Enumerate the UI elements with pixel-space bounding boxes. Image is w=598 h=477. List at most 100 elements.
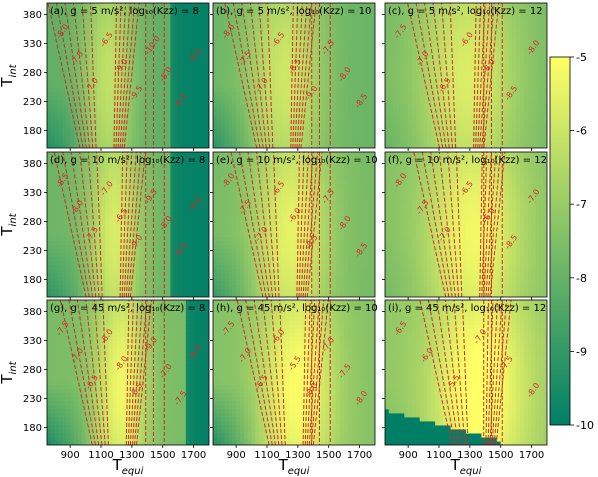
heatmap-cell <box>158 39 164 44</box>
heatmap-cell <box>301 79 307 85</box>
heatmap-cell <box>101 111 106 117</box>
heatmap-cell <box>112 99 118 105</box>
heatmap-cell <box>431 35 436 40</box>
heatmap-cell <box>201 3 206 8</box>
heatmap-cell <box>155 39 160 44</box>
heatmap-cell <box>267 127 272 133</box>
heatmap-cell <box>74 139 79 145</box>
heatmap-cell <box>189 31 195 36</box>
heatmap-cell <box>512 75 517 81</box>
heatmap-cell <box>419 7 425 12</box>
heatmap-cell <box>523 107 529 113</box>
heatmap-cell <box>282 23 287 28</box>
heatmap-cell <box>385 43 390 48</box>
heatmap-cell <box>263 111 268 117</box>
heatmap-cell <box>278 75 284 81</box>
heatmap-cell <box>178 91 183 97</box>
heatmap-cell <box>340 67 345 73</box>
heatmap-cell <box>392 87 398 93</box>
heatmap-cell <box>47 248 52 254</box>
heatmap-cell <box>539 11 544 16</box>
heatmap-cell <box>516 19 521 24</box>
heatmap-cell <box>286 11 291 16</box>
heatmap-cell <box>531 15 537 20</box>
heatmap-cell <box>89 143 94 148</box>
heatmap-cell <box>435 91 440 97</box>
heatmap-cell <box>367 19 372 24</box>
heatmap-cell <box>189 91 195 97</box>
heatmap-cell <box>240 27 245 32</box>
heatmap-cell <box>85 87 91 93</box>
heatmap-cell <box>535 31 540 36</box>
heatmap-cell <box>89 51 94 56</box>
heatmap-cell <box>301 103 307 109</box>
heatmap-cell <box>228 67 233 73</box>
heatmap-cell <box>523 15 529 20</box>
heatmap-cell <box>47 91 52 97</box>
heatmap-cell <box>155 51 160 56</box>
heatmap-cell <box>58 268 64 274</box>
heatmap-cell <box>282 111 287 117</box>
heatmap-cell <box>128 19 133 24</box>
heatmap-cell <box>70 164 75 169</box>
heatmap-cell <box>243 115 249 121</box>
heatmap-cell <box>508 3 513 8</box>
heatmap-cell <box>301 19 307 24</box>
heatmap-cell <box>50 292 56 297</box>
heatmap-cell <box>412 111 417 117</box>
heatmap-cell <box>205 135 209 141</box>
heatmap-cell <box>243 47 249 52</box>
heatmap-cell <box>282 39 287 44</box>
heatmap-cell <box>243 55 249 60</box>
heatmap-cell <box>520 123 525 129</box>
heatmap-cell <box>523 119 529 125</box>
heatmap-cell <box>359 7 365 12</box>
heatmap-cell <box>385 51 390 56</box>
heatmap-cell <box>66 192 71 197</box>
heatmap-cell <box>112 47 118 52</box>
heatmap-cell <box>50 164 56 169</box>
heatmap-cell <box>324 43 330 48</box>
heatmap-cell <box>259 119 264 125</box>
heatmap-cell <box>205 31 209 36</box>
heatmap-cell <box>47 168 52 173</box>
heatmap-cell <box>535 83 540 89</box>
heatmap-cell <box>267 139 272 145</box>
heatmap-cell <box>516 83 521 89</box>
heatmap-cell <box>415 63 421 69</box>
heatmap-cell <box>70 95 75 101</box>
heatmap-cell <box>400 103 405 109</box>
heatmap-cell <box>128 3 133 8</box>
heatmap-cell <box>228 55 233 60</box>
heatmap-cell <box>74 19 79 24</box>
heatmap-cell <box>58 228 64 234</box>
heatmap-cell <box>278 43 284 48</box>
heatmap-cell <box>135 75 141 81</box>
heatmap-cell <box>485 119 490 125</box>
heatmap-cell <box>450 3 456 8</box>
heatmap-cell <box>286 23 291 28</box>
heatmap-cell <box>70 196 75 201</box>
heatmap-cell <box>81 51 87 56</box>
heatmap-cell <box>400 23 405 28</box>
heatmap-cell <box>243 111 249 117</box>
heatmap-cell <box>135 143 141 148</box>
heatmap-cell <box>427 131 432 137</box>
heatmap-cell <box>469 27 475 32</box>
heatmap-cell <box>400 115 405 121</box>
heatmap-cell <box>155 43 160 48</box>
heatmap-cell <box>62 172 67 177</box>
heatmap-cell <box>408 123 413 129</box>
heatmap-cell <box>112 115 118 121</box>
heatmap-cell <box>182 23 187 28</box>
heatmap-cell <box>263 99 268 105</box>
heatmap-cell <box>151 11 156 16</box>
heatmap-cell <box>166 83 172 89</box>
heatmap-cell <box>185 107 191 113</box>
heatmap-cell <box>336 55 341 60</box>
heatmap-cell <box>282 139 287 145</box>
heatmap-cell <box>392 95 398 101</box>
heatmap-cell <box>58 19 64 24</box>
heatmap-cell <box>531 115 537 121</box>
heatmap-cell <box>50 87 56 93</box>
